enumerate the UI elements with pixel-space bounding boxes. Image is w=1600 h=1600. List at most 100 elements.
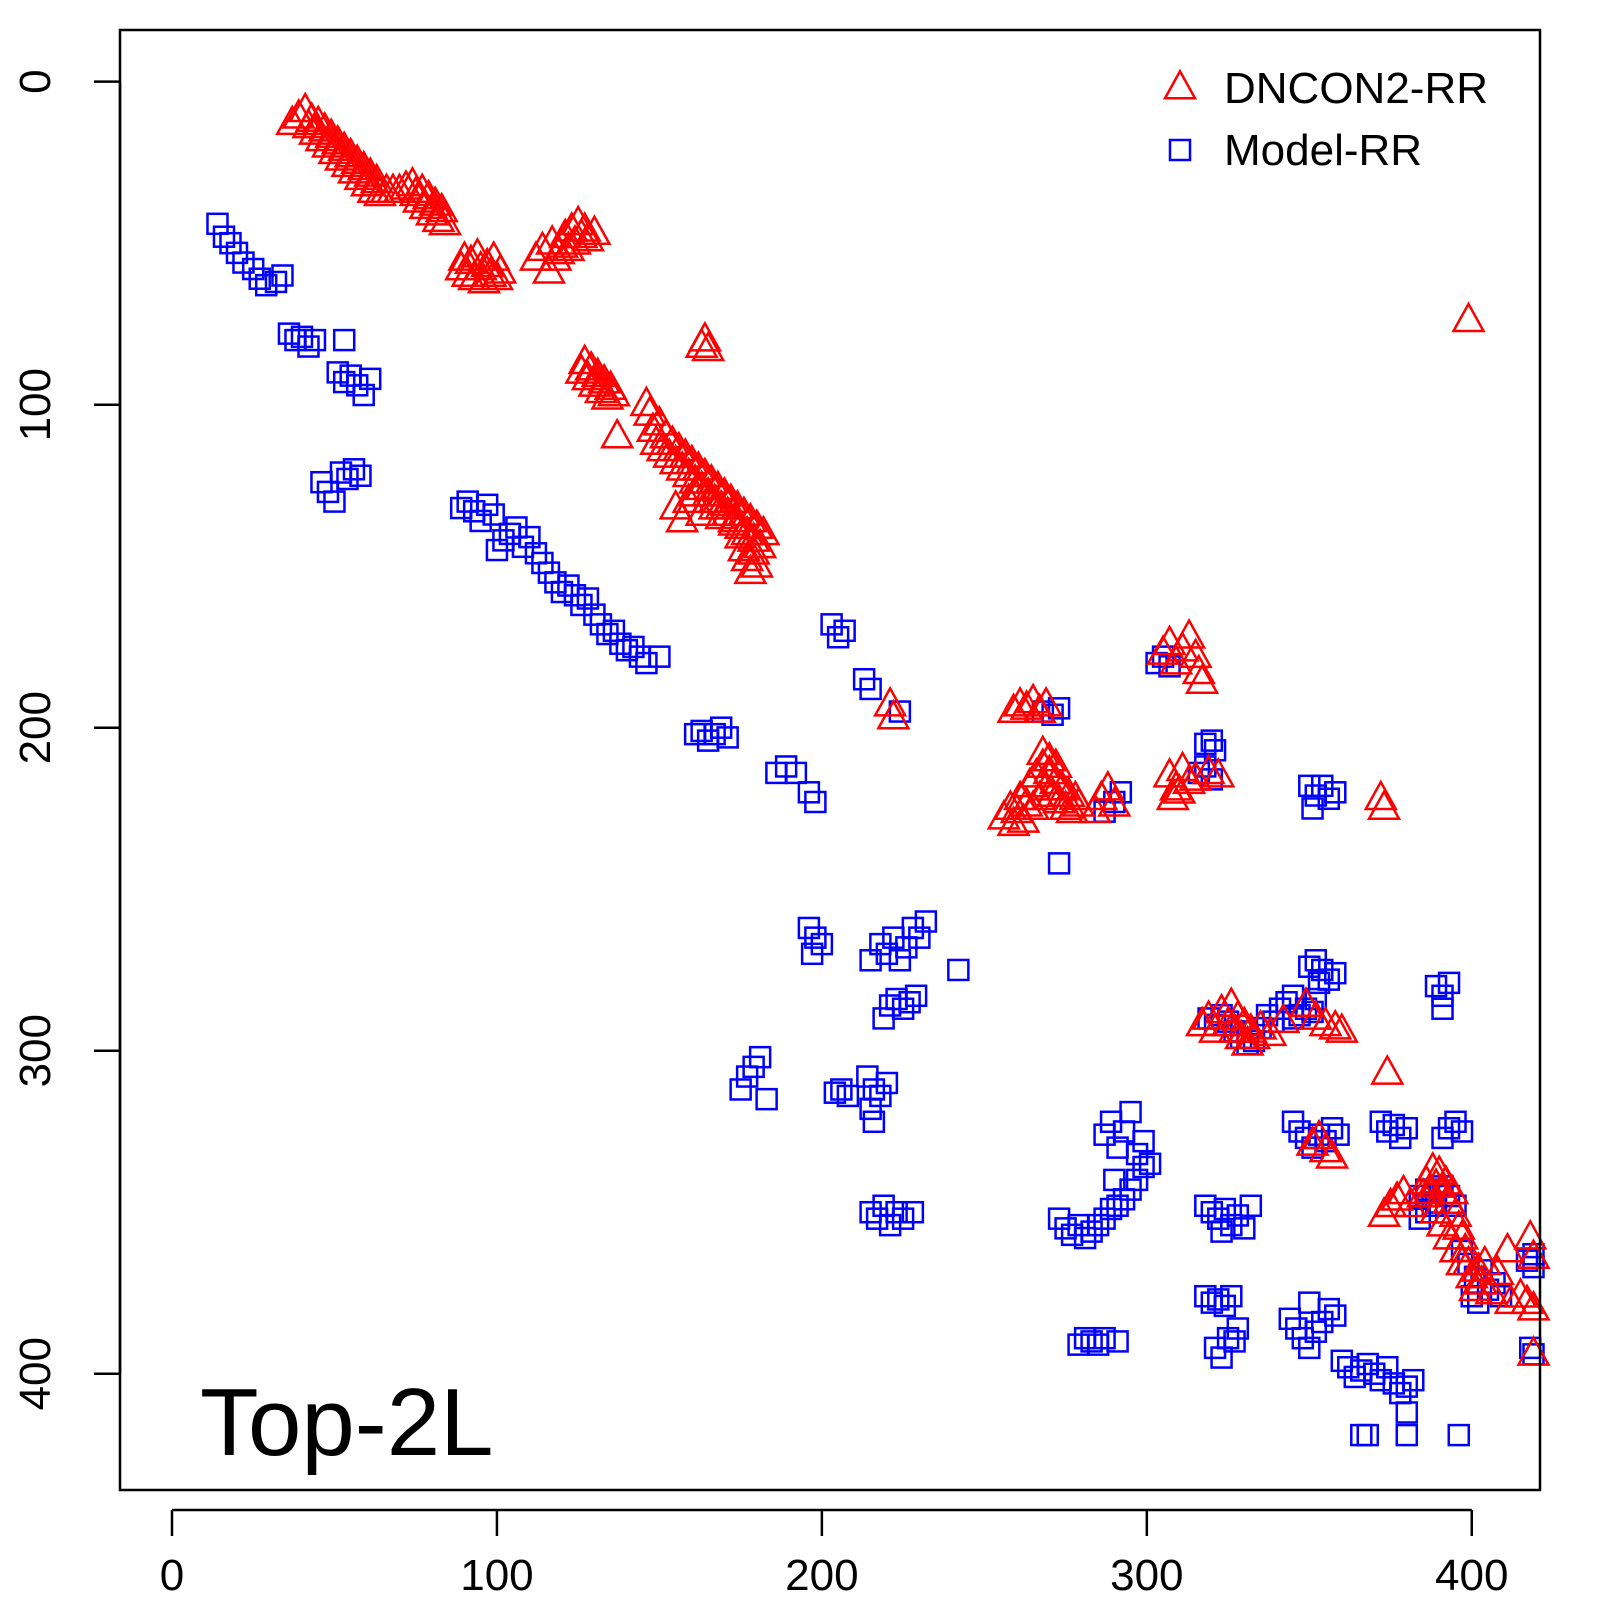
square-point [469, 509, 492, 533]
square-point [1213, 1197, 1237, 1221]
square-point [332, 328, 356, 352]
square-point [1395, 1423, 1419, 1447]
square-point [1047, 697, 1071, 720]
triangle-point [577, 365, 612, 397]
square-point [1356, 1423, 1380, 1447]
triangle-point [1002, 685, 1038, 717]
triangle-point [739, 546, 775, 578]
triangle-point [1308, 1005, 1343, 1037]
triangle-point [1503, 1276, 1538, 1308]
triangle-point [1032, 740, 1067, 772]
square-point [1382, 1113, 1406, 1137]
triangle-point [1324, 1012, 1359, 1043]
triangle-point [1298, 999, 1333, 1030]
triangle-point [1379, 1179, 1415, 1211]
square-point [212, 225, 236, 248]
square-point [1522, 1242, 1545, 1266]
square-point [729, 1078, 752, 1101]
square-point [206, 212, 229, 236]
square-point [550, 580, 574, 604]
square-point [888, 949, 912, 972]
triangle-point [294, 101, 329, 132]
square-point [800, 942, 824, 966]
square-point [826, 626, 850, 649]
triangle-point [1438, 1196, 1473, 1227]
square-point [342, 458, 366, 481]
triangle-point [349, 165, 385, 197]
triangle-point [1295, 1125, 1330, 1156]
y-tick-label: 0 [11, 69, 60, 93]
square-point [748, 1045, 772, 1069]
legend-label: Model-RR [1224, 126, 1422, 175]
triangle-point [1266, 1002, 1301, 1034]
square-point [875, 1071, 899, 1095]
triangle-point [473, 256, 508, 287]
x-tick-label: 100 [460, 1551, 533, 1600]
legend-marker-triangle [1162, 68, 1198, 100]
triangle-point [1243, 1008, 1278, 1040]
square-point [1138, 1152, 1162, 1176]
x-tick-label: 200 [785, 1551, 858, 1600]
square-point [1194, 1194, 1217, 1218]
legend-label: DNCON2-RR [1224, 64, 1488, 113]
square-point [352, 383, 375, 407]
triangle-point [635, 411, 671, 443]
triangle-point [587, 362, 622, 394]
square-point [1350, 1423, 1373, 1447]
triangle-point [691, 330, 726, 362]
square-point [482, 503, 505, 526]
triangle-point [1025, 734, 1060, 766]
triangle-point [414, 194, 450, 226]
square-point [576, 587, 600, 610]
y-tick-label: 300 [11, 1014, 60, 1087]
triangle-point [463, 249, 498, 281]
triangle-point [1178, 637, 1213, 669]
square-point [271, 264, 294, 287]
square-point [323, 490, 346, 513]
square-point [755, 1087, 778, 1111]
y-tick-label: 100 [11, 368, 60, 441]
triangle-point [327, 130, 362, 162]
square-point [1125, 1168, 1149, 1192]
square-point [1281, 984, 1305, 1008]
triangle-point [1480, 1254, 1515, 1286]
square-point [908, 926, 931, 949]
triangle-point [320, 123, 355, 155]
triangle-point [1444, 1244, 1480, 1276]
triangle-point [466, 262, 502, 294]
triangle-point [314, 117, 349, 149]
square-point [1395, 1375, 1419, 1398]
square-point [804, 790, 827, 814]
triangle-point [411, 178, 446, 210]
square-point [1324, 1304, 1347, 1327]
square-point [1317, 1297, 1341, 1321]
triangle-point [1009, 785, 1044, 817]
square-point [1220, 1284, 1243, 1308]
triangle-point [304, 120, 339, 152]
triangle-point [346, 149, 381, 181]
triangle-point [343, 159, 378, 191]
triangle-point [1474, 1273, 1509, 1305]
square-point [615, 638, 639, 662]
square-point [1450, 1120, 1474, 1143]
triangle-point [1178, 760, 1213, 791]
triangle-point [1457, 1270, 1493, 1302]
y-tick-label: 400 [11, 1337, 60, 1410]
square-point [1093, 1326, 1116, 1350]
triangle-point [736, 533, 771, 565]
triangle-point [353, 156, 388, 187]
triangle-point [297, 114, 333, 145]
square-point [823, 1081, 847, 1104]
panel-annotation: Top-2L [200, 1369, 494, 1476]
square-point [1301, 797, 1324, 820]
square-point [1093, 1123, 1116, 1146]
triangle-point [580, 356, 615, 388]
triangle-point [561, 204, 596, 236]
triangle-point [730, 540, 765, 572]
triangle-point [362, 175, 398, 207]
square-point [602, 619, 626, 643]
triangle-point [340, 143, 375, 174]
square-point [878, 1213, 902, 1237]
square-point [1327, 1123, 1350, 1146]
square-point [872, 1007, 895, 1030]
